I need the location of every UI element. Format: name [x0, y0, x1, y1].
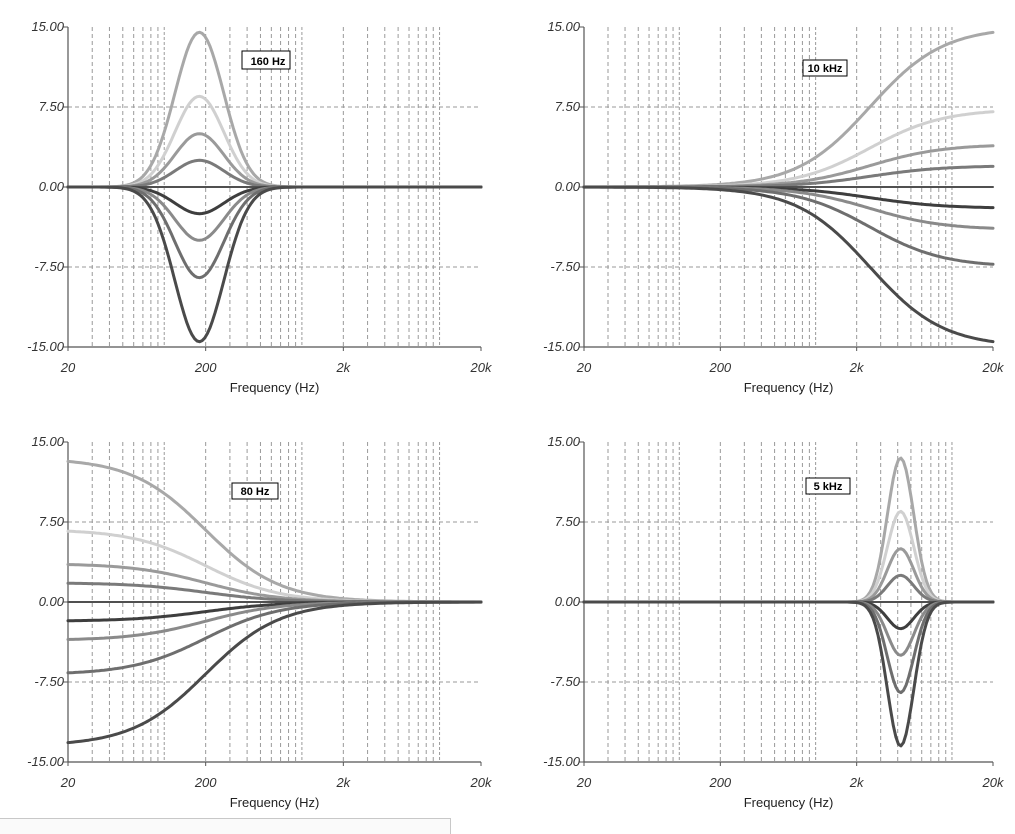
x-axis-label: Frequency (Hz)	[744, 380, 834, 395]
series-line	[66, 132, 483, 189]
series-line	[66, 185, 483, 344]
y-tick-label: -7.50	[34, 259, 64, 274]
x-axis-label: Frequency (Hz)	[230, 795, 320, 810]
x-tick-label: 20	[60, 775, 76, 790]
annotation-label: 80 Hz	[241, 486, 270, 498]
series-line	[66, 459, 483, 604]
x-tick-label: 20	[576, 360, 592, 375]
series-line	[582, 30, 995, 189]
series-line	[582, 509, 995, 604]
x-tick-label: 200	[708, 360, 731, 375]
annotation-label: 160 Hz	[251, 56, 286, 68]
series-line	[582, 164, 995, 189]
y-tick-label: 0.00	[555, 594, 581, 609]
x-tick-label: 20k	[470, 360, 493, 375]
y-tick-label: -15.00	[543, 754, 581, 769]
y-tick-label: 15.00	[31, 434, 64, 449]
series-line	[66, 94, 483, 189]
series-line	[582, 185, 995, 230]
x-tick-label: 200	[708, 775, 731, 790]
x-tick-label: 20k	[982, 775, 1005, 790]
y-tick-label: -7.50	[550, 674, 580, 689]
y-tick-label: -15.00	[27, 754, 65, 769]
series-line	[66, 185, 483, 242]
annotation-box	[241, 50, 291, 70]
chart-panel-2: 15.00 7.50 0.00 -7.50 -15.00 20 200 2k 20k Freque…	[543, 19, 1005, 395]
y-tick-label: 0.00	[555, 179, 581, 194]
series-line	[582, 110, 995, 189]
x-tick-label: 2k	[335, 360, 351, 375]
y-tick-label: -15.00	[543, 339, 581, 354]
y-tick-label: 7.50	[39, 514, 65, 529]
x-tick-label: 200	[194, 775, 217, 790]
y-tick-label: 0.00	[39, 179, 65, 194]
y-tick-label: -7.50	[34, 674, 64, 689]
y-tick-label: -7.50	[550, 259, 580, 274]
chart-panel-4: 15.00 7.50 0.00 -7.50 -15.00 20 200 2k 20k Freque…	[543, 434, 1005, 810]
y-tick-label: 7.50	[555, 514, 581, 529]
x-tick-label: 20	[60, 360, 76, 375]
series-line	[66, 185, 483, 280]
series-line	[582, 185, 995, 344]
annotation-box	[231, 482, 279, 500]
y-tick-label: 15.00	[547, 434, 580, 449]
x-tick-label: 20	[576, 775, 592, 790]
series-line	[582, 600, 995, 695]
annotation-box	[802, 59, 848, 77]
y-tick-label: 0.00	[39, 594, 65, 609]
series-line	[582, 185, 995, 266]
chart-panel-1: 15.00 7.50 0.00 -7.50 -15.00 20 200 2k 20k Freque…	[27, 19, 493, 395]
series-line	[66, 600, 483, 745]
annotation-label: 10 kHz	[808, 63, 843, 75]
annotation-label: 5 kHz	[814, 481, 843, 493]
x-tick-label: 2k	[849, 360, 865, 375]
bottom-strip	[0, 818, 451, 834]
chart-panel-3: 15.00 7.50 0.00 -7.50 -15.00 20 200 2k 20k Freque…	[27, 434, 493, 810]
y-tick-label: 7.50	[555, 99, 581, 114]
y-tick-label: 15.00	[31, 19, 64, 34]
x-tick-label: 2k	[335, 775, 351, 790]
x-tick-label: 200	[194, 360, 217, 375]
annotation-box	[805, 477, 851, 495]
x-axis-label: Frequency (Hz)	[230, 380, 320, 395]
x-tick-label: 20k	[470, 775, 493, 790]
x-tick-label: 2k	[849, 775, 865, 790]
series-line	[582, 600, 995, 748]
x-axis-label: Frequency (Hz)	[744, 795, 834, 810]
y-tick-label: -15.00	[27, 339, 65, 354]
series-line	[582, 456, 995, 604]
x-tick-label: 20k	[982, 360, 1005, 375]
y-tick-label: 7.50	[39, 99, 65, 114]
y-tick-label: 15.00	[547, 19, 580, 34]
